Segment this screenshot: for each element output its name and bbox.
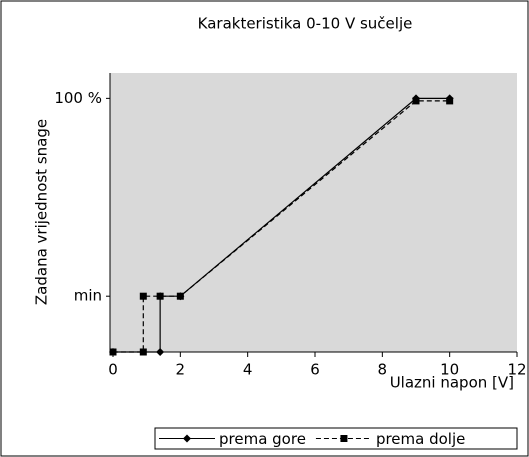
y-tick-label: 100 %: [54, 89, 102, 107]
x-axis-label: Ulazni napon [V]: [390, 374, 514, 392]
x-tick-label: 0: [108, 361, 118, 379]
x-tick-label: 2: [176, 361, 186, 379]
plot-area: [110, 73, 517, 352]
marker: [446, 97, 454, 105]
marker: [156, 348, 165, 356]
legend-label: prema gore: [219, 430, 306, 448]
marker: [109, 348, 117, 356]
marker: [340, 435, 348, 442]
marker: [139, 348, 147, 356]
x-tick-label: 8: [378, 361, 388, 379]
x-tick-label: 4: [243, 361, 253, 379]
x-tick-label: 12: [507, 361, 526, 379]
x-tick-label: 10: [440, 361, 459, 379]
marker: [412, 97, 420, 105]
marker: [176, 292, 184, 300]
marker: [183, 434, 191, 443]
legend-label: prema dolje: [376, 430, 465, 448]
y-axis-label: Zadana vrijednost snage: [33, 119, 51, 305]
y-tick-label: min: [74, 287, 102, 305]
marker: [156, 292, 164, 300]
x-tick-label: 6: [310, 361, 320, 379]
marker: [139, 292, 147, 300]
chart-title: Karakteristika 0-10 V sučelje: [198, 15, 413, 33]
